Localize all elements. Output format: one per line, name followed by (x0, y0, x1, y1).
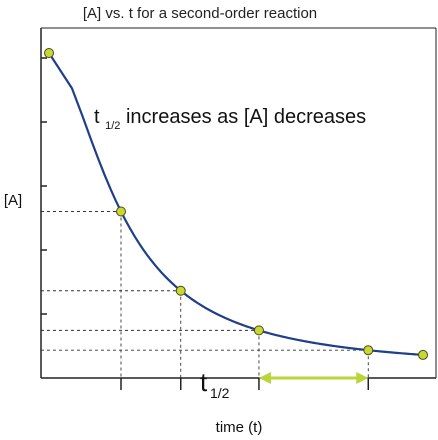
data-point (253, 325, 264, 336)
data-point (44, 48, 54, 58)
annotation-sub: 1/2 (105, 120, 120, 132)
annotation-rest: increases as [A] decreases (126, 106, 366, 128)
annotation-text: t 1/2 increases as [A] decreases (94, 106, 366, 134)
axes (40, 27, 437, 390)
data-point (418, 349, 428, 360)
half-life-t: t (200, 367, 208, 397)
half-life-arrow (258, 372, 369, 384)
data-point (363, 345, 374, 356)
x-axis-label: time (t) (216, 419, 263, 436)
data-markers (44, 48, 428, 360)
series-curve (48, 52, 424, 356)
data-point (115, 206, 126, 217)
annotation-t: t (94, 106, 100, 128)
data-point (175, 285, 186, 296)
y-axis-label: [A] (4, 192, 22, 209)
dashed-guides (41, 211, 369, 378)
half-life-arrow-head-left (258, 372, 271, 384)
half-life-arrow-head-right (356, 372, 369, 384)
chart-title: [A] vs. t for a second-order reaction (83, 5, 317, 22)
half-life-sub: 1/2 (210, 385, 230, 401)
